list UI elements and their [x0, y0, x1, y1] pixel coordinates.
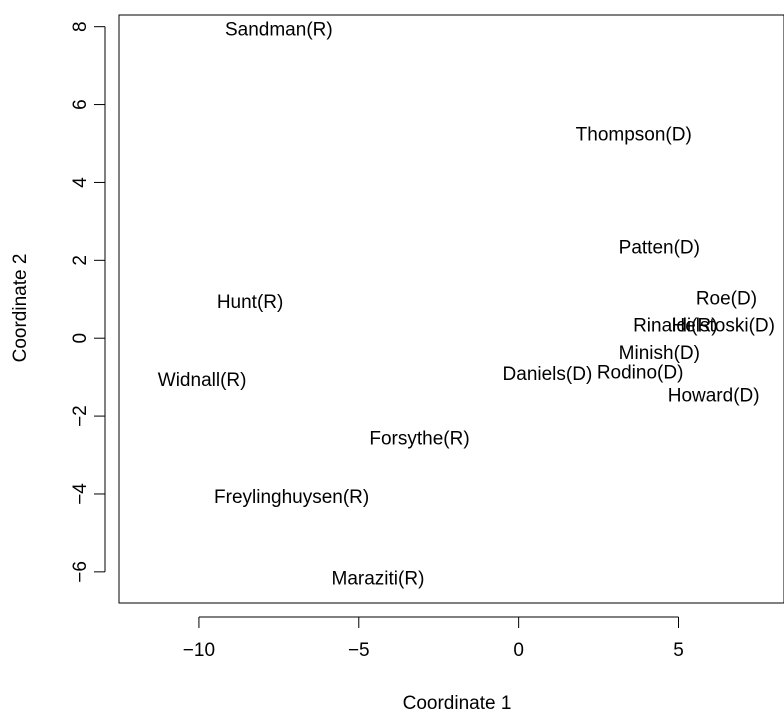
point-label: Sandman(R)	[225, 20, 333, 41]
x-tick-label: −10	[183, 640, 215, 661]
point-label: Maraziti(R)	[332, 569, 425, 590]
point-label: Freylinghuysen(R)	[214, 487, 369, 508]
point-label: Minish(D)	[619, 343, 700, 364]
point-label: Helstoski(D)	[672, 316, 775, 337]
x-tick-label: 0	[513, 640, 524, 661]
point-label: Widnall(R)	[158, 370, 247, 391]
y-tick-label: 2	[70, 255, 91, 266]
point-label: Rodino(D)	[597, 362, 684, 383]
y-tick-label: 0	[70, 333, 91, 344]
point-label: Hunt(R)	[217, 292, 284, 313]
point-labels: Sandman(R) Thompson(D) Patten(D) Hunt(R) Roe…	[158, 20, 775, 590]
x-axis-title: Coordinate 1	[403, 693, 512, 714]
y-tick-label: −4	[70, 483, 91, 505]
x-tick-label: −5	[348, 640, 370, 661]
point-label: Patten(D)	[619, 238, 700, 259]
point-label: Thompson(D)	[576, 125, 692, 146]
plot-frame	[118, 14, 784, 604]
y-axis: −6 −4 −2 0 2 4 6 8	[70, 21, 106, 583]
point-label: Rinaldi(R)	[633, 316, 717, 337]
y-tick-label: −2	[70, 405, 91, 427]
point-label: Daniels(D)	[503, 364, 593, 385]
point-label: Roe(D)	[696, 288, 757, 309]
x-axis: −10 −5 0 5	[183, 616, 684, 661]
point-label: Howard(D)	[668, 386, 760, 407]
y-tick-label: 4	[70, 177, 91, 188]
y-tick-label: 6	[70, 99, 91, 110]
x-tick-label: 5	[673, 640, 684, 661]
y-axis-title: Coordinate 2	[10, 254, 31, 363]
y-tick-label: 8	[70, 21, 91, 32]
point-label: Forsythe(R)	[369, 428, 469, 449]
y-tick-label: −6	[70, 561, 91, 583]
